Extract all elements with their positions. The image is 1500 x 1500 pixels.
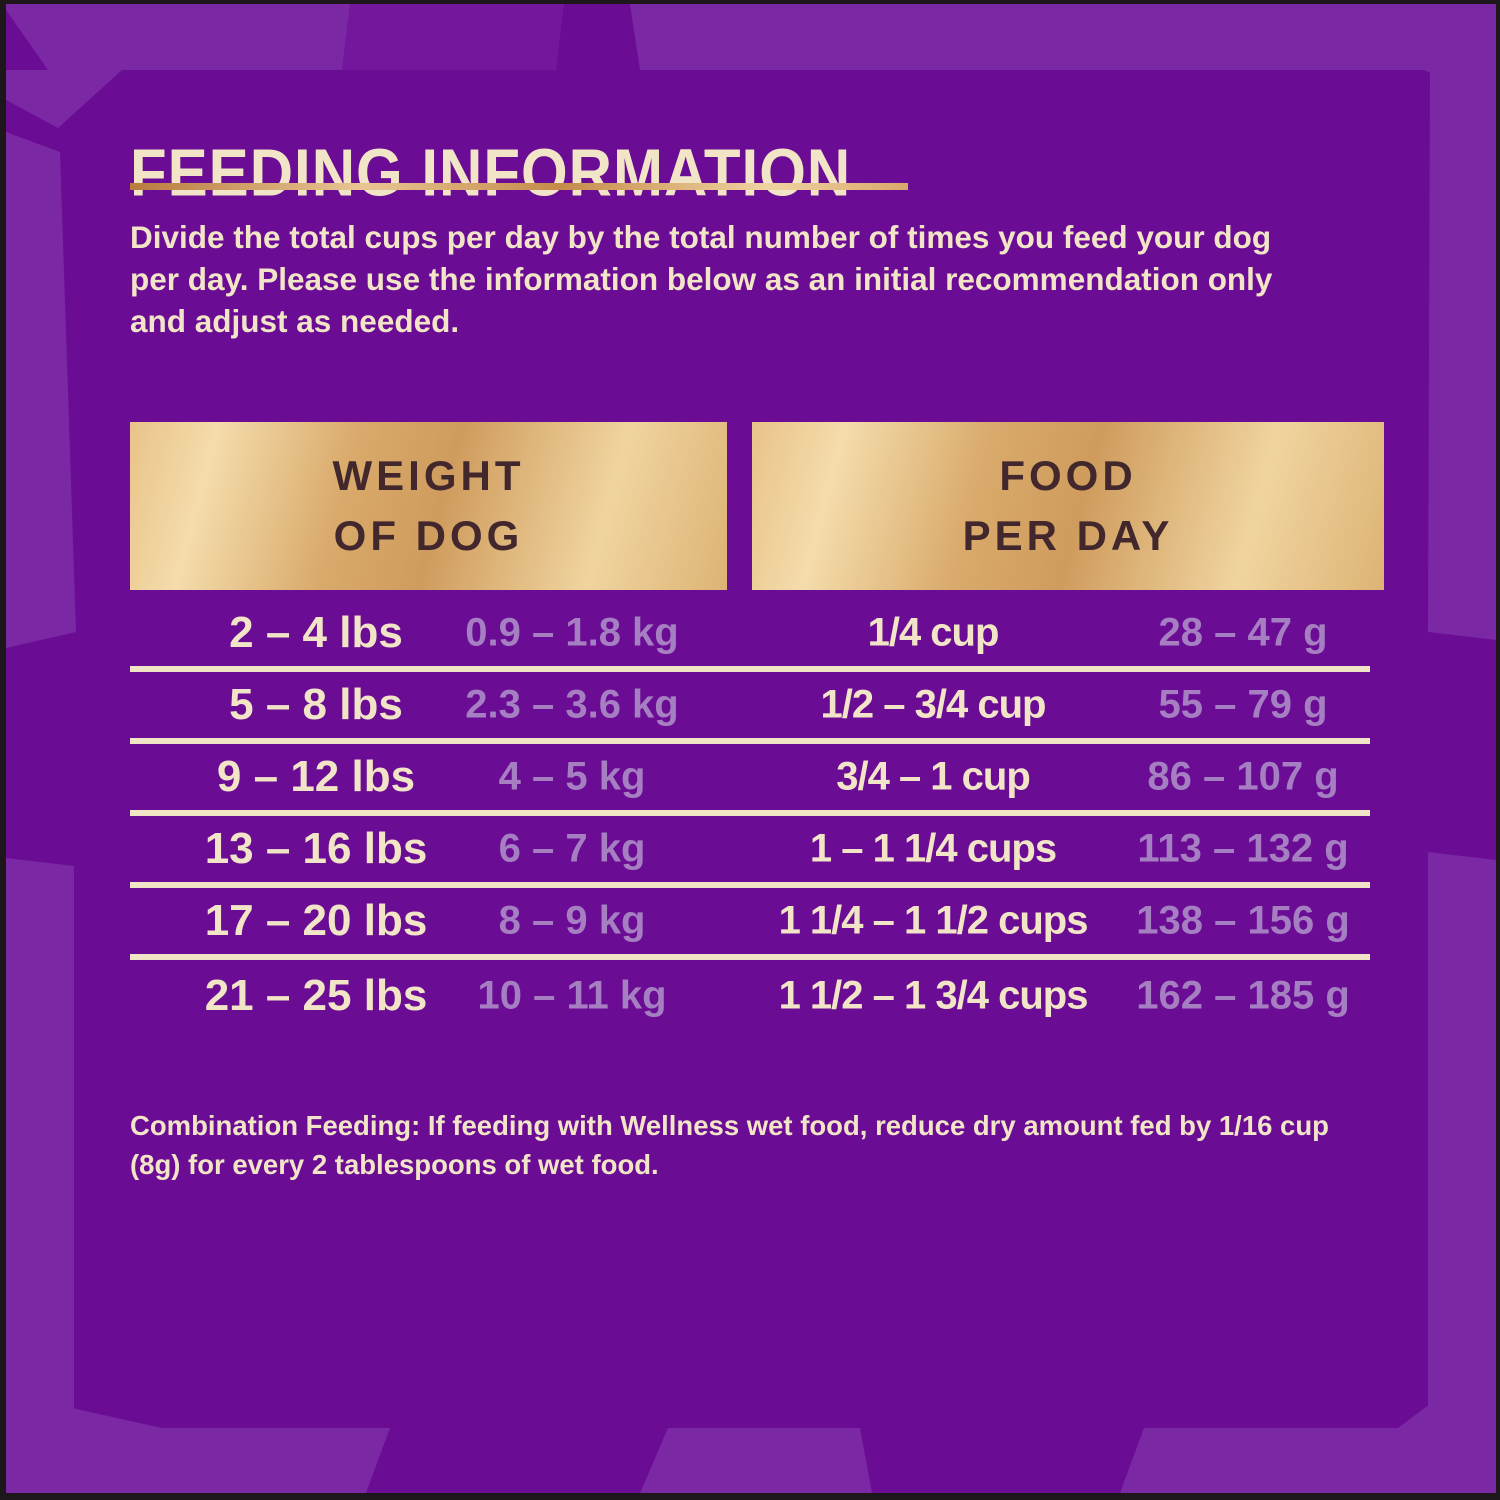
- food-header-box: FOOD PER DAY: [752, 422, 1384, 590]
- weight-lbs-cell: 21 – 25 lbs: [204, 971, 428, 1020]
- table-row: 9 – 12 lbs 4 – 5 kg 3/4 – 1 cup 86 – 107 g: [130, 744, 1370, 816]
- table-row: 5 – 8 lbs 2.3 – 3.6 kg 1/2 – 3/4 cup 55 – 7…: [130, 672, 1370, 744]
- food-cups-cell: 1/2 – 3/4 cup: [820, 682, 1047, 727]
- top-ray-mid: [342, 4, 564, 70]
- food-header-line2: PER DAY: [962, 512, 1174, 559]
- page-title: FEEDING INFORMATION: [130, 135, 852, 211]
- top-left-tail: [6, 70, 122, 128]
- table-row: 21 – 25 lbs 10 – 11 kg 1 1/2 – 1 3/4 cups 1…: [130, 960, 1370, 1032]
- left-ray-upper: [6, 132, 76, 648]
- right-ray-lower: [1428, 852, 1496, 1452]
- table-row: 2 – 4 lbs 0.9 – 1.8 kg 1/4 cup 28 – 47 g: [130, 600, 1370, 672]
- top-ray-right: [630, 4, 1496, 102]
- weight-kg-cell: 8 – 9 kg: [498, 898, 646, 943]
- food-cups-cell: 1 1/2 – 1 3/4 cups: [778, 973, 1089, 1018]
- weight-header-line2: OF DOG: [333, 512, 524, 559]
- intro-text: Divide the total cups per day by the tot…: [130, 219, 1273, 340]
- left-ray-lower: [6, 858, 74, 1446]
- right-ray-upper: [1428, 70, 1496, 640]
- food-grams-cell: 162 – 185 g: [1136, 973, 1350, 1018]
- feeding-table: 2 – 4 lbs 0.9 – 1.8 kg 1/4 cup 28 – 47 g 5 –…: [130, 600, 1370, 1032]
- weight-kg-cell: 0.9 – 1.8 kg: [465, 610, 679, 655]
- bottom-ray-left: [6, 1404, 390, 1493]
- top-left-notch: [6, 10, 48, 70]
- weight-kg-cell: 6 – 7 kg: [498, 826, 646, 871]
- top-ray-left: [6, 4, 350, 70]
- food-cups-cell: 1/4 cup: [867, 610, 1000, 655]
- weight-lbs-cell: 17 – 20 lbs: [204, 896, 428, 945]
- bottom-ray-mid: [640, 1428, 872, 1493]
- weight-lbs-cell: 5 – 8 lbs: [229, 680, 403, 729]
- weight-lbs-cell: 13 – 16 lbs: [204, 824, 428, 873]
- weight-kg-cell: 10 – 11 kg: [477, 973, 667, 1018]
- weight-lbs-cell: 2 – 4 lbs: [229, 608, 403, 657]
- note-text: If feeding with Wellness wet food, reduc…: [130, 1110, 1329, 1181]
- weight-kg-cell: 4 – 5 kg: [498, 754, 646, 799]
- weight-lbs-cell: 9 – 12 lbs: [216, 752, 416, 801]
- food-cups-cell: 1 1/4 – 1 1/2 cups: [778, 898, 1089, 943]
- weight-header-box: WEIGHT OF DOG: [130, 422, 727, 590]
- food-grams-cell: 86 – 107 g: [1147, 754, 1339, 799]
- food-grams-cell: 113 – 132 g: [1137, 826, 1349, 871]
- food-grams-cell: 28 – 47 g: [1158, 610, 1328, 655]
- weight-header-line1: WEIGHT: [332, 452, 525, 500]
- table-row: 17 – 20 lbs 8 – 9 kg 1 1/4 – 1 1/2 cups 138…: [130, 888, 1370, 960]
- combination-feeding-note: Combination Feeding: If feeding with Wel…: [130, 1106, 1370, 1184]
- food-cups-cell: 1 – 1 1/4 cups: [809, 826, 1057, 871]
- food-cups-cell: 3/4 – 1 cup: [836, 754, 1031, 799]
- food-grams-cell: 55 – 79 g: [1158, 682, 1328, 727]
- note-label: Combination Feeding:: [130, 1110, 421, 1141]
- table-row: 13 – 16 lbs 6 – 7 kg 1 – 1 1/4 cups 113 – 1…: [130, 816, 1370, 888]
- title-underline: [130, 183, 908, 190]
- food-header-line1: FOOD: [999, 452, 1137, 500]
- bottom-ray-right: [1120, 1404, 1496, 1493]
- food-grams-cell: 138 – 156 g: [1136, 898, 1350, 943]
- weight-kg-cell: 2.3 – 3.6 kg: [465, 682, 679, 727]
- purple-field: [6, 4, 1496, 1493]
